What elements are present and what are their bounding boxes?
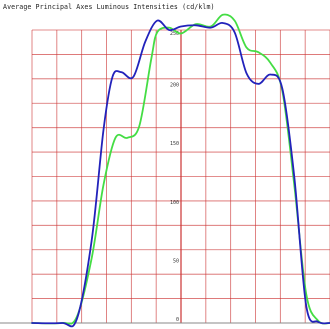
y-tick-labels: 0 50 100 150 200 250 [170,31,179,323]
y-tick-label: 150 [170,141,179,147]
chart-series [31,13,330,328]
series-line-blue [31,19,330,328]
chart-grid [0,29,330,324]
chart-title: Average Principal Axes Luminous Intensit… [3,3,215,11]
y-tick-label: 250 [170,31,179,37]
y-tick-label: 200 [170,83,179,89]
y-tick-label: 0 [176,317,179,323]
y-tick-label: 50 [173,258,179,264]
y-tick-label: 100 [170,200,179,206]
